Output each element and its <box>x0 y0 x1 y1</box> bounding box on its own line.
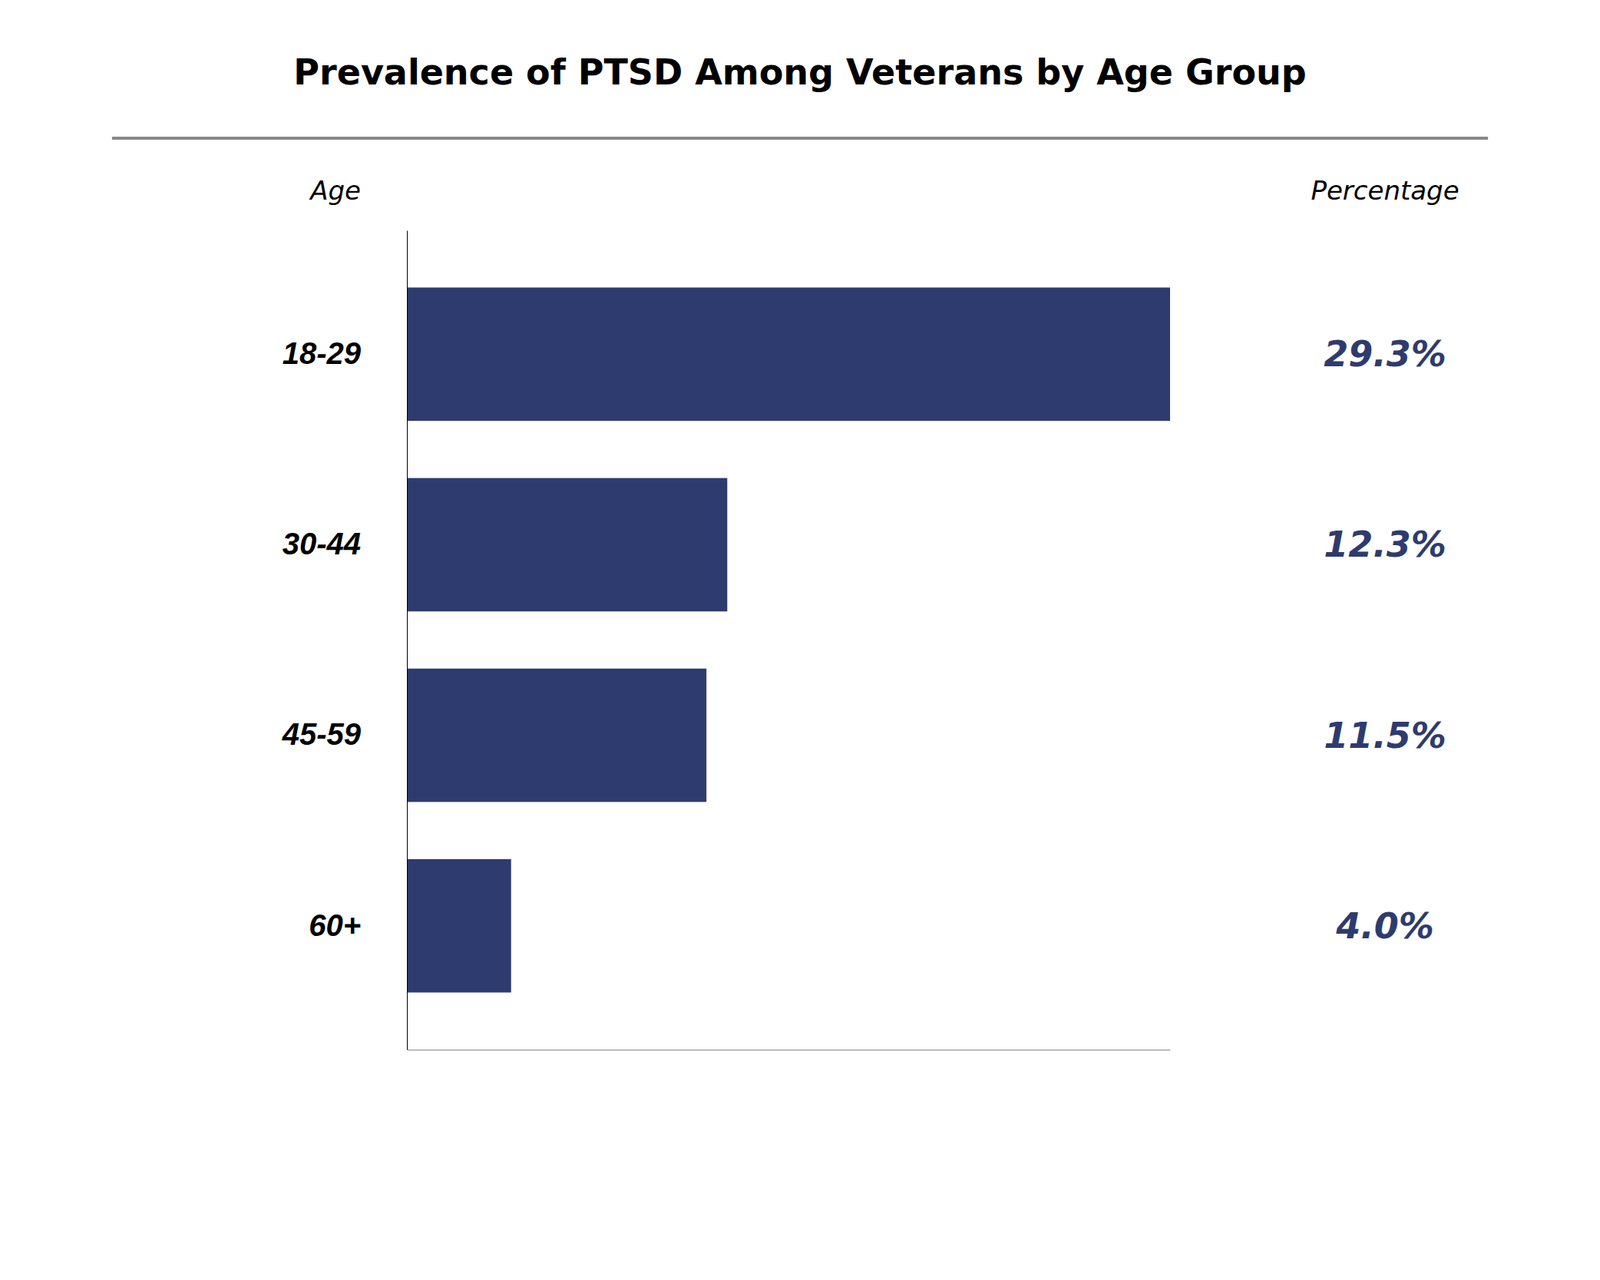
bar <box>406 859 512 993</box>
bar <box>406 668 707 803</box>
bars <box>406 287 1171 992</box>
separator <box>112 136 1488 140</box>
tick: 18-29 <box>282 336 362 371</box>
axis-title: Age <box>308 175 361 206</box>
data-label: 12.3% <box>1323 523 1447 566</box>
tick-label: 45-59 <box>281 717 362 751</box>
value-axis <box>407 1049 1171 1051</box>
axis-line <box>407 1049 1171 1051</box>
plot: 18-29 30-44 45-59 60+ Age Percentage 29.3% 12.3… <box>281 175 1460 1051</box>
bar <box>406 478 728 612</box>
category-axis: 18-29 30-44 45-59 60+ <box>281 231 408 1051</box>
axis-line <box>406 231 408 1051</box>
tick-label: 30-44 <box>282 526 361 561</box>
tick: 45-59 <box>281 717 362 751</box>
data-labels: 29.3% 12.3% 11.5% 4.0% <box>1323 333 1447 946</box>
tick: 60+ <box>308 908 361 943</box>
tick: 30-44 <box>282 526 361 561</box>
title: Prevalence of PTSD Among Veterans by Age… <box>293 51 1306 93</box>
tick-label: 18-29 <box>282 336 362 371</box>
data-label: 29.3% <box>1323 333 1447 375</box>
tick-label: 60+ <box>308 908 361 943</box>
bar <box>406 287 1171 421</box>
axis-title: Percentage <box>1310 175 1459 206</box>
data-label: 4.0% <box>1335 905 1435 947</box>
chart: Prevalence of PTSD Among Veterans by Age… <box>0 0 1600 1280</box>
data-label: 11.5% <box>1323 714 1447 757</box>
